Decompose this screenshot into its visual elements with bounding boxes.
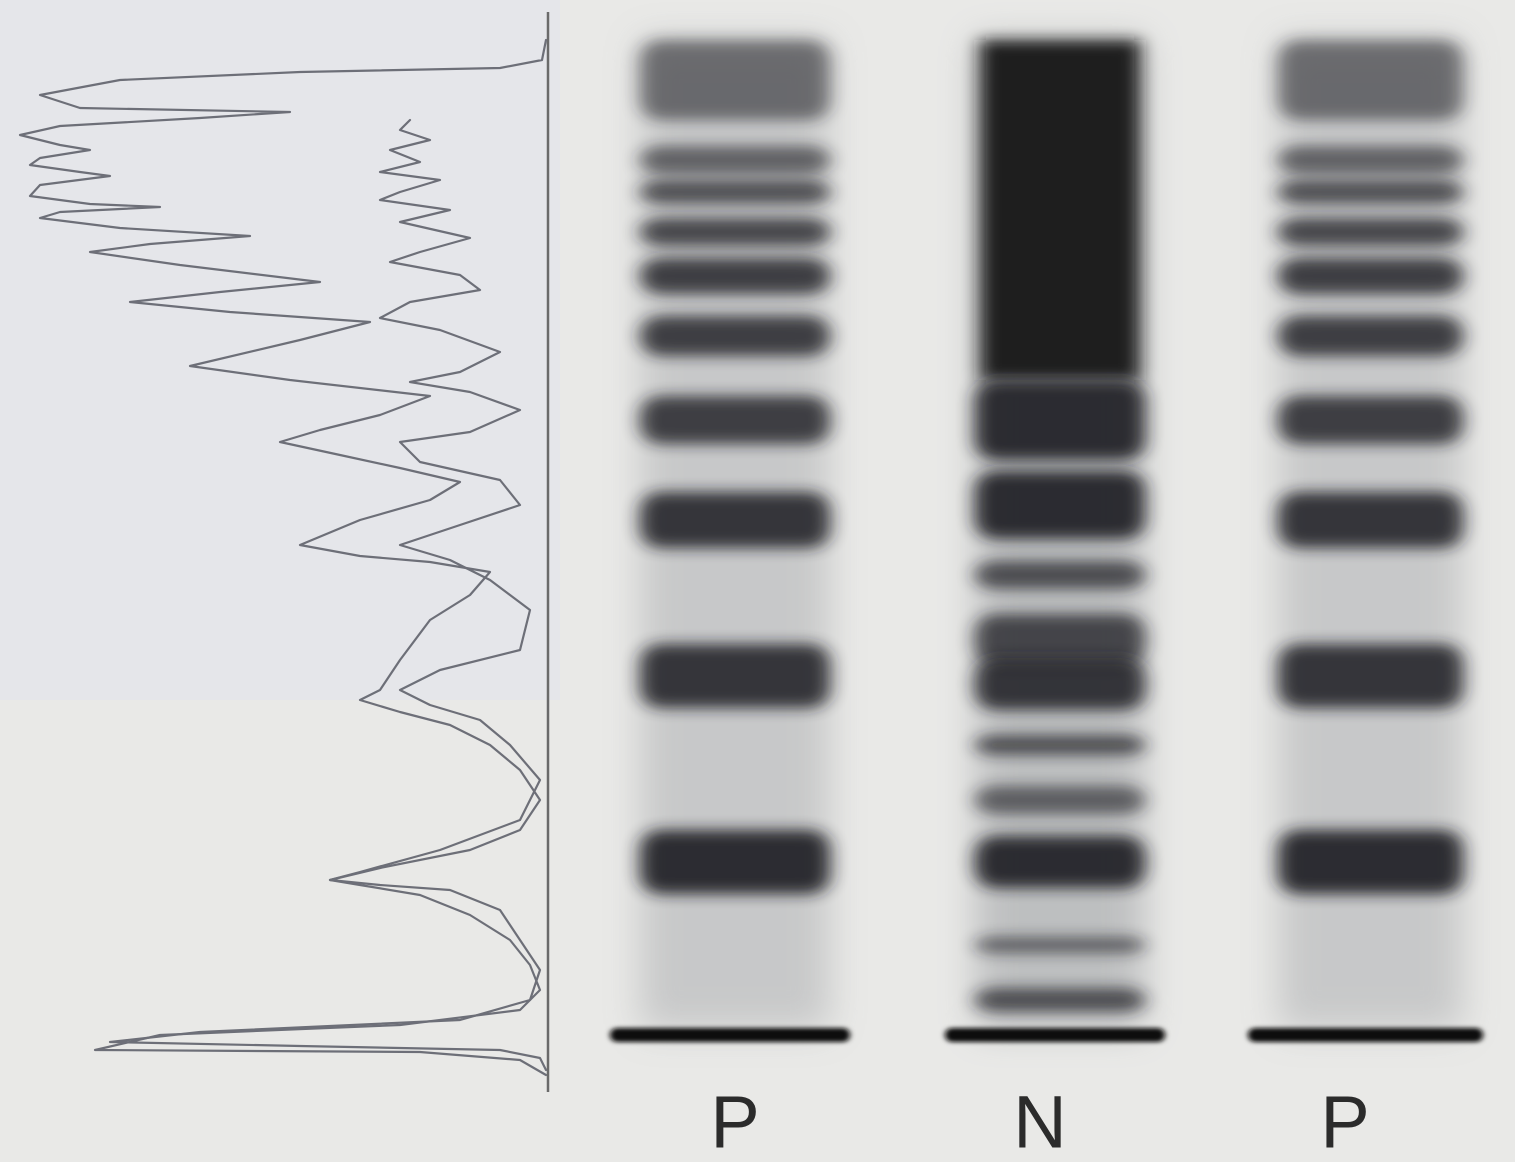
band	[1278, 40, 1463, 120]
band	[1278, 492, 1463, 548]
lane-dark-region	[980, 40, 1140, 380]
lane-label: P	[710, 1081, 759, 1162]
figure: P N P	[0, 0, 1515, 1162]
band	[1278, 218, 1463, 246]
band	[640, 180, 830, 204]
band	[640, 40, 830, 120]
band	[640, 492, 830, 548]
band	[975, 988, 1145, 1012]
band	[1278, 396, 1463, 444]
band	[640, 644, 830, 708]
band	[975, 786, 1145, 814]
front-band	[1248, 1028, 1483, 1042]
band	[975, 658, 1145, 710]
band	[975, 561, 1145, 589]
band	[1278, 146, 1463, 174]
band	[975, 937, 1145, 953]
band	[640, 316, 830, 356]
band	[1278, 258, 1463, 294]
band	[975, 836, 1145, 888]
band	[1278, 830, 1463, 894]
band	[975, 380, 1145, 460]
band	[640, 258, 830, 294]
lane-label: P	[1320, 1081, 1369, 1162]
band	[640, 830, 830, 894]
band	[640, 218, 830, 246]
lane-label: N	[1013, 1081, 1066, 1162]
band	[975, 471, 1145, 539]
band	[1278, 644, 1463, 708]
band	[975, 735, 1145, 755]
front-band	[610, 1028, 850, 1042]
band	[1278, 180, 1463, 204]
front-band	[945, 1028, 1165, 1042]
band	[640, 146, 830, 174]
trace-panel-tint	[0, 0, 560, 700]
band	[640, 396, 830, 444]
band	[1278, 316, 1463, 356]
gel	[610, 40, 1483, 1042]
